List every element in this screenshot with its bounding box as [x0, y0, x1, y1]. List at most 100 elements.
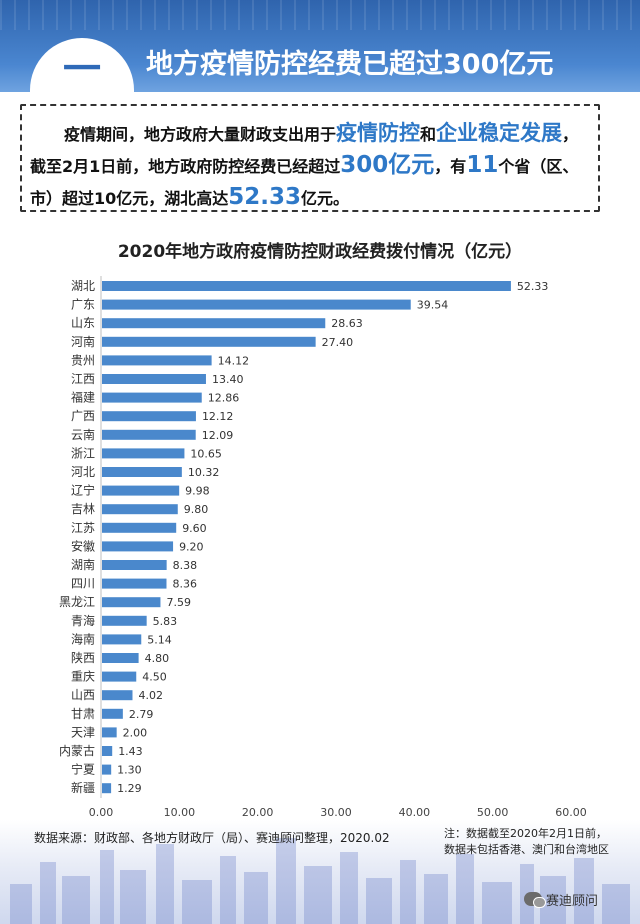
category-label: 辽宁: [71, 483, 95, 498]
value-label: 8.38: [173, 559, 198, 572]
bar: [102, 299, 411, 310]
bar: [102, 615, 147, 626]
bar: [102, 411, 196, 422]
data-source: 数据来源：财政部、各地方财政厅（局）、赛迪顾问整理，2020.02: [34, 831, 390, 845]
value-label: 14.12: [218, 354, 250, 367]
value-label: 9.20: [179, 540, 204, 553]
bar: [102, 671, 137, 682]
brand-name: 赛迪顾问: [546, 893, 599, 909]
summary-text-1: 疫情期间，地方政府大量财政支出用于: [64, 125, 337, 144]
bar: [102, 690, 133, 701]
summary-text-5: 个省（区、市）超过10亿元，湖北高达: [30, 157, 579, 208]
summary-text-6: 亿元。: [301, 189, 350, 208]
bar: [102, 764, 112, 775]
value-label: 7.59: [166, 596, 191, 609]
wechat-icon: [524, 892, 546, 908]
bar: [102, 541, 174, 552]
header-decor-stripes: [0, 0, 640, 30]
bar: [102, 560, 167, 570]
x-tick-label: 10.00: [164, 806, 196, 819]
category-label: 新疆: [71, 780, 95, 795]
bar: [102, 374, 206, 384]
value-label: 4.50: [142, 671, 167, 684]
category-label: 重庆: [71, 670, 95, 684]
bar: [102, 708, 123, 719]
summary-text-2: 和: [420, 125, 437, 144]
category-label: 天津: [71, 725, 95, 739]
data-note: 注：数据截至2020年2月1日前， 数据未包括香港、澳门和台湾地区: [444, 826, 636, 858]
category-label: 海南: [71, 631, 95, 646]
value-label: 4.02: [138, 689, 163, 702]
x-tick-label: 50.00: [477, 806, 509, 819]
category-label: 四川: [71, 577, 95, 591]
value-label: 2.00: [123, 726, 147, 739]
bar: [102, 504, 178, 515]
bar: [102, 318, 326, 329]
bar: [102, 746, 113, 756]
value-label: 4.80: [145, 652, 170, 665]
bar: [102, 597, 161, 608]
value-label: 13.40: [212, 373, 244, 386]
value-label: 1.43: [118, 745, 142, 758]
brand-watermark: 赛迪顾问: [524, 888, 598, 910]
value-label: 39.54: [417, 299, 449, 312]
value-label: 27.40: [322, 336, 354, 349]
bar: [102, 727, 117, 738]
category-label: 黑龙江: [59, 595, 95, 609]
value-label: 12.86: [208, 392, 240, 405]
value-label: 5.83: [153, 615, 178, 628]
bar: [102, 429, 196, 440]
value-label: 52.33: [517, 280, 549, 293]
summary-highlight-3: 300亿元: [340, 152, 435, 178]
bar: [102, 448, 185, 459]
value-label: 9.80: [184, 503, 209, 516]
value-label: 8.36: [172, 578, 197, 591]
value-label: 28.63: [331, 317, 363, 330]
category-label: 宁夏: [71, 762, 95, 777]
category-label: 广西: [71, 409, 95, 423]
footer-skyline-decor: [0, 820, 640, 924]
category-label: 青海: [71, 613, 95, 628]
category-label: 陕西: [71, 650, 95, 665]
bar: [102, 355, 212, 366]
page-headline: 地方疫情防控经费已超过300亿元: [146, 49, 554, 80]
header-band: 一 地方疫情防控经费已超过300亿元: [0, 0, 640, 92]
category-label: 云南: [71, 427, 95, 442]
category-label: 山西: [71, 688, 95, 702]
section-number: 一: [62, 47, 101, 91]
summary-highlight-1: 疫情防控: [336, 121, 421, 145]
chart-title: 2020年地方政府疫情防控财政经费拨付情况（亿元）: [117, 242, 523, 262]
category-label: 安徽: [71, 538, 95, 553]
summary-text-4: ，有: [434, 157, 467, 176]
category-label: 河南: [71, 334, 95, 349]
bar: [102, 522, 177, 533]
data-note-line-2: 数据未包括香港、澳门和台湾地区: [444, 843, 609, 856]
bar: [102, 485, 180, 496]
value-label: 9.98: [185, 485, 210, 498]
bar: [102, 653, 139, 663]
value-label: 12.09: [202, 429, 234, 442]
summary-highlight-5: 52.33: [228, 184, 302, 210]
category-label: 山东: [71, 316, 95, 330]
value-label: 10.65: [190, 447, 222, 460]
bar: [102, 634, 142, 645]
value-label: 1.30: [117, 764, 142, 777]
value-label: 10.32: [188, 466, 220, 479]
category-label: 江西: [71, 372, 95, 386]
category-label: 福建: [71, 390, 95, 405]
bar: [102, 281, 511, 291]
value-label: 12.12: [202, 410, 234, 423]
data-note-line-1: 注：数据截至2020年2月1日前，: [444, 827, 607, 840]
category-label: 湖北: [71, 278, 95, 293]
bar: [102, 783, 112, 794]
category-label: 内蒙古: [59, 743, 95, 758]
category-label: 江苏: [71, 521, 95, 535]
x-tick-label: 0.00: [89, 806, 114, 819]
x-tick-label: 60.00: [555, 806, 587, 819]
bar: [102, 392, 202, 403]
value-label: 1.29: [117, 782, 142, 795]
category-label: 浙江: [71, 446, 95, 460]
bar: [102, 578, 167, 589]
summary-highlight-4: 11: [466, 152, 499, 178]
